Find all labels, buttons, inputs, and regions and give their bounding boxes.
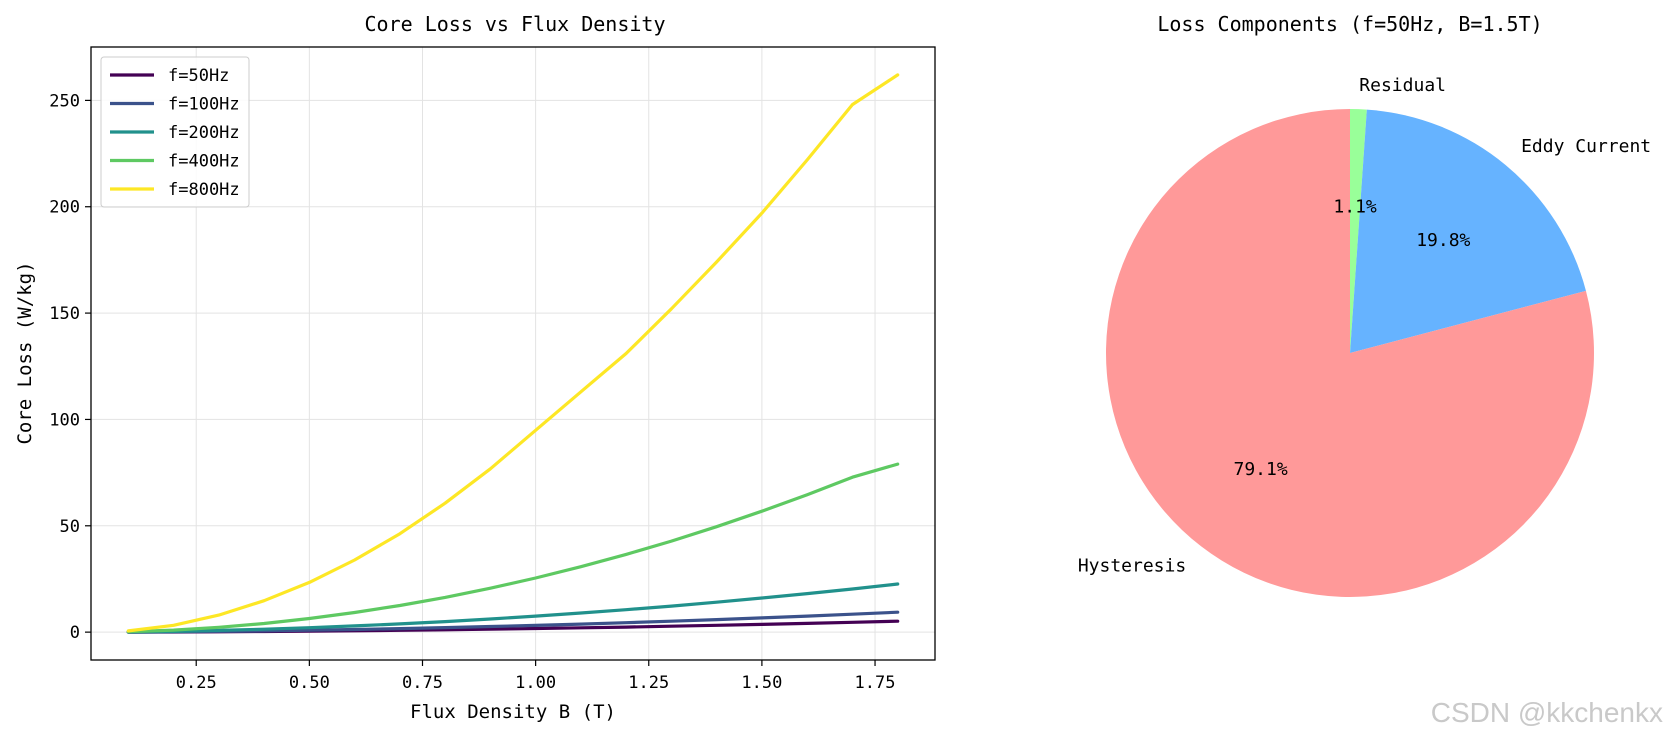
legend-label: f=200Hz xyxy=(168,123,240,143)
pie-percent-label: 79.1% xyxy=(1234,459,1288,480)
x-tick-label: 1.25 xyxy=(628,673,669,693)
plot-frame xyxy=(90,46,936,661)
series-line-f-200hz xyxy=(126,582,900,634)
pie-label: Hysteresis xyxy=(1078,556,1186,577)
series-lines xyxy=(126,73,900,634)
legend-box xyxy=(100,56,250,208)
y-tick-label: 50 xyxy=(60,517,80,537)
pie-slice-residual xyxy=(1350,109,1367,353)
pie-percent-label: 1.1% xyxy=(1333,197,1377,218)
pie-label: Eddy Current xyxy=(1521,136,1651,157)
x-tick-label: 0.50 xyxy=(289,673,330,693)
x-tick-label: 1.75 xyxy=(855,673,896,693)
x-tick-label: 0.75 xyxy=(402,673,443,693)
series-line-f-400hz xyxy=(126,462,900,634)
pie-chart-title: Loss Components (f=50Hz, B=1.5T) xyxy=(1157,12,1542,36)
legend-label: f=800Hz xyxy=(168,180,240,200)
pie-chart: Loss Components (f=50Hz, B=1.5T) Residua… xyxy=(1078,12,1651,598)
x-tick-label: 0.25 xyxy=(176,673,217,693)
y-axis-label: Core Loss (W/kg) xyxy=(14,261,36,444)
y-tick-label: 0 xyxy=(70,623,80,643)
x-tick-label: 1.00 xyxy=(515,673,556,693)
x-ticks: 0.25 0.50 0.75 1.00 1.25 1.50 1.75 xyxy=(176,660,896,693)
y-tick-label: 200 xyxy=(49,198,80,218)
y-tick-label: 100 xyxy=(49,410,80,430)
watermark: CSDN @kkchenkx xyxy=(1430,697,1663,728)
y-ticks: 0 50 100 150 200 250 xyxy=(49,91,91,643)
x-tick-label: 1.50 xyxy=(741,673,782,693)
y-tick-label: 250 xyxy=(49,91,80,111)
legend-label: f=50Hz xyxy=(168,66,229,86)
pie-labels: Residual 1.1% Eddy Current 19.8% Hysteresis 7… xyxy=(1078,75,1651,577)
line-chart: Core Loss vs Flux Density 0.25 0.50 0.75 1.… xyxy=(14,12,936,723)
legend: f=50Hz f=100Hz f=200Hz f=400Hz f=800Hz xyxy=(100,56,250,208)
line-chart-title: Core Loss vs Flux Density xyxy=(364,12,665,36)
series-line-f-800hz xyxy=(126,73,900,633)
legend-label: f=400Hz xyxy=(168,152,240,172)
legend-label: f=100Hz xyxy=(168,95,240,115)
y-tick-label: 150 xyxy=(49,304,80,324)
pie-slices xyxy=(1106,109,1595,598)
pie-slice-hysteresis xyxy=(1106,109,1595,598)
pie-slice-eddy-current xyxy=(1350,109,1586,353)
pie-percent-label: 19.8% xyxy=(1416,230,1470,251)
x-axis-label: Flux Density B (T) xyxy=(410,701,616,723)
pie-label: Residual xyxy=(1359,75,1446,96)
